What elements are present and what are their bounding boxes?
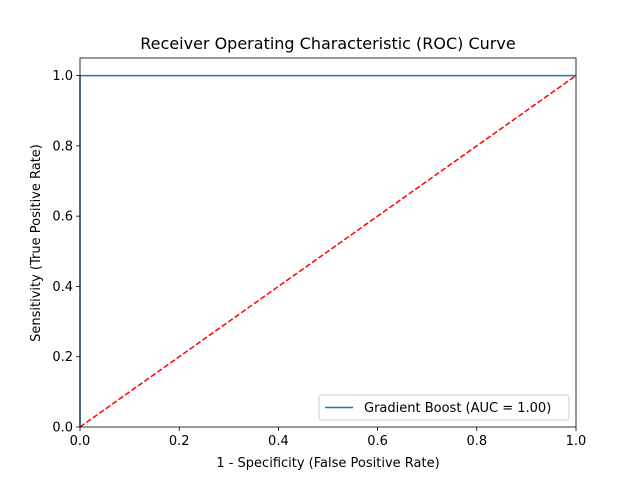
x-tick-label: 0.6 [367,434,388,449]
plot-area: 0.0 0.2 0.4 0.6 0.8 1.0 0.0 0.2 0.4 0.6 0.8 1.0 [52,57,587,449]
legend-label-gradient-boost: Gradient Boost (AUC = 1.00) [364,401,551,416]
x-tick-label: 0.0 [70,434,91,449]
x-tick-label: 0.4 [268,434,289,449]
x-tick-label: 1.0 [566,434,587,449]
y-axis-label: Sensitivity (True Positive Rate) [29,144,44,342]
x-tick-label: 0.2 [169,434,190,449]
chart-title: Receiver Operating Characteristic (ROC) … [140,34,515,53]
x-axis-label: 1 - Specificity (False Positive Rate) [216,456,439,471]
legend-box [318,394,570,421]
axes-frame [79,57,577,428]
y-tick-label: 0.6 [52,210,73,225]
y-tick-label: 0.4 [52,280,73,295]
legend: Gradient Boost (AUC = 1.00) [318,394,570,421]
y-tick-label: 0.2 [52,350,73,365]
y-tick-label: 0.8 [52,139,73,154]
x-tick-label: 0.8 [466,434,487,449]
series-line-reference-diagonal [79,74,577,428]
y-tick-label: 1.0 [52,69,73,84]
y-tick-label: 0.0 [52,421,73,436]
